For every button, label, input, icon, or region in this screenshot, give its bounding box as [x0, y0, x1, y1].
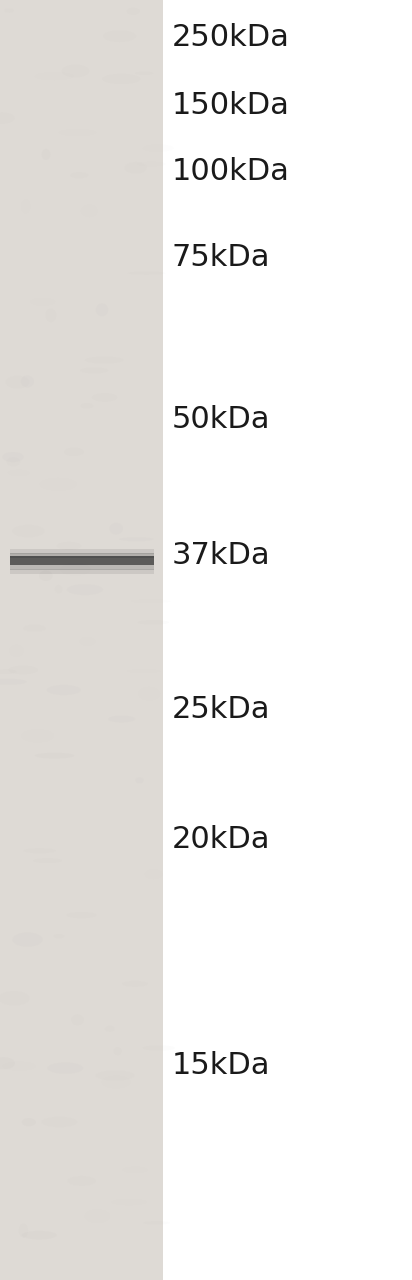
Bar — [163, 0, 412, 1280]
Bar — [10, 564, 154, 570]
Text: 37kDa: 37kDa — [172, 540, 271, 570]
Bar — [10, 549, 154, 553]
Bar — [10, 556, 154, 564]
Text: 25kDa: 25kDa — [172, 695, 271, 724]
Text: 150kDa: 150kDa — [172, 91, 290, 119]
Text: 15kDa: 15kDa — [172, 1051, 271, 1079]
Bar — [10, 568, 154, 573]
Text: 75kDa: 75kDa — [172, 243, 271, 273]
Text: 100kDa: 100kDa — [172, 157, 290, 187]
Text: 20kDa: 20kDa — [172, 826, 271, 855]
Text: 250kDa: 250kDa — [172, 23, 290, 52]
Bar — [10, 553, 154, 558]
Text: 50kDa: 50kDa — [172, 406, 271, 434]
Bar — [0, 0, 163, 1280]
